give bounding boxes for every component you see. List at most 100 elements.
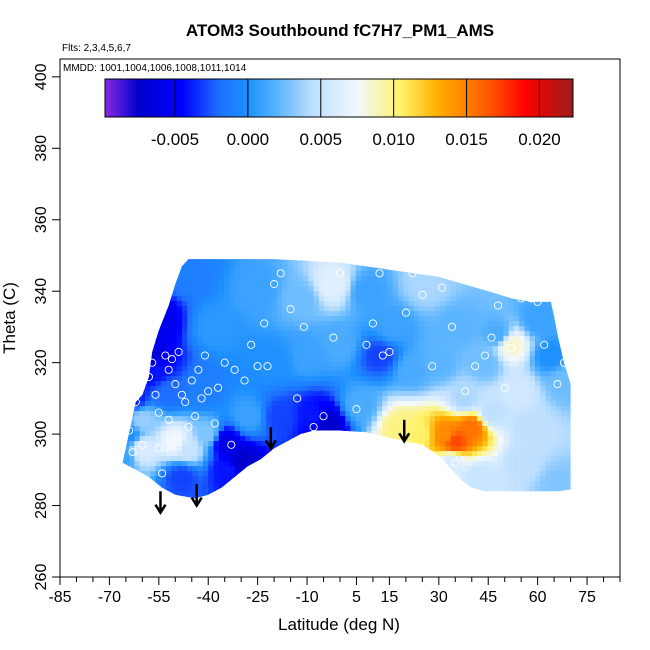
heatmap-cell <box>308 380 315 387</box>
heatmap-cell <box>350 340 357 347</box>
heatmap-cell <box>297 455 304 462</box>
heatmap-cell <box>208 400 215 407</box>
heatmap-cell <box>440 470 446 477</box>
heatmap-cell <box>176 430 183 437</box>
heatmap-cell <box>361 259 367 262</box>
heatmap-cell <box>572 361 578 367</box>
heatmap-cell <box>376 315 383 322</box>
heatmap-cell <box>492 450 499 457</box>
heatmap-cell <box>382 265 389 272</box>
heatmap-cell <box>345 260 352 267</box>
heatmap-cell <box>203 470 209 477</box>
heatmap-cell <box>229 355 236 362</box>
heatmap-cell <box>466 310 473 317</box>
heatmap-cell <box>419 425 425 432</box>
heatmap-cell <box>408 259 415 262</box>
heatmap-cell <box>334 365 341 372</box>
heatmap-cell <box>524 440 531 447</box>
heatmap-cell <box>561 370 568 377</box>
heatmap-cell <box>361 350 367 357</box>
heatmap-cell <box>545 480 552 487</box>
heatmap-cell <box>129 405 136 412</box>
heatmap-cell <box>122 310 125 317</box>
heatmap-cell <box>250 310 257 317</box>
heatmap-cell <box>155 455 162 462</box>
heatmap-cell <box>218 355 225 362</box>
heatmap-cell <box>292 450 299 457</box>
heatmap-cell <box>350 290 357 297</box>
heatmap-cell <box>313 490 320 497</box>
heatmap-cell <box>250 430 257 437</box>
heatmap-cell <box>361 300 367 307</box>
heatmap-cell <box>318 485 325 492</box>
heatmap-cell <box>445 310 452 317</box>
heatmap-cell <box>245 495 251 499</box>
heatmap-cell <box>292 280 299 287</box>
heatmap-cell <box>313 320 320 327</box>
heatmap-cell <box>334 295 341 302</box>
heatmap-cell <box>535 435 541 442</box>
heatmap-cell <box>266 470 273 477</box>
heatmap-cell <box>572 306 578 312</box>
heatmap-cell <box>508 495 515 499</box>
heatmap-cell <box>134 415 141 422</box>
heatmap-cell <box>535 400 541 407</box>
heatmap-cell <box>155 325 162 332</box>
heatmap-cell <box>403 370 410 377</box>
heatmap-cell <box>355 440 362 447</box>
heatmap-cell <box>213 450 220 457</box>
heatmap-cell <box>387 285 394 292</box>
heatmap-cell <box>303 420 309 427</box>
heatmap-cell <box>445 385 452 392</box>
heatmap-cell <box>424 285 431 292</box>
heatmap-cell <box>350 259 357 262</box>
heatmap-cell <box>371 260 378 267</box>
heatmap-cell <box>292 265 299 272</box>
heatmap-cell <box>192 300 199 307</box>
heatmap-cell <box>566 405 571 412</box>
y-axis-label: Theta (C) <box>0 282 19 354</box>
heatmap-cell <box>234 485 241 492</box>
heatmap-cell <box>572 401 578 407</box>
heatmap-cell <box>255 430 262 437</box>
heatmap-cell <box>524 395 531 402</box>
heatmap-cell <box>382 460 389 467</box>
heatmap-cell <box>234 265 241 272</box>
heatmap-cell <box>292 470 299 477</box>
heatmap-cell <box>276 410 283 417</box>
heatmap-cell <box>434 295 441 302</box>
y-tick-label: 260 <box>33 564 50 591</box>
heatmap-cell <box>429 385 436 392</box>
heatmap-cell <box>297 360 304 367</box>
heatmap-cell <box>524 470 531 477</box>
heatmap-cell <box>271 495 278 499</box>
heatmap-cell <box>160 385 167 392</box>
heatmap-cell <box>218 450 225 457</box>
heatmap-cell <box>456 350 462 357</box>
heatmap-cell <box>550 440 557 447</box>
heatmap-cell <box>503 375 510 382</box>
heatmap-cell <box>329 395 336 402</box>
heatmap-cell <box>550 365 557 372</box>
heatmap-cell <box>276 415 283 422</box>
heatmap-cell <box>287 335 294 342</box>
heatmap-cell <box>545 260 552 267</box>
heatmap-cell <box>282 485 288 492</box>
heatmap-cell <box>424 420 431 427</box>
heatmap-cell <box>382 365 389 372</box>
heatmap-cell <box>108 436 114 442</box>
heatmap-cell <box>113 451 119 457</box>
heatmap-cell <box>572 296 578 302</box>
heatmap-cell <box>498 475 504 482</box>
heatmap-cell <box>434 345 441 352</box>
heatmap-cell <box>361 315 367 322</box>
heatmap-cell <box>413 330 420 337</box>
heatmap-cell <box>503 480 510 487</box>
heatmap-cell <box>434 380 441 387</box>
heatmap-cell <box>376 465 383 472</box>
heatmap-cell <box>134 275 141 282</box>
heatmap-cell <box>498 265 504 272</box>
heatmap-cell <box>218 335 225 342</box>
heatmap-cell <box>224 305 230 312</box>
heatmap-cell <box>123 260 130 267</box>
